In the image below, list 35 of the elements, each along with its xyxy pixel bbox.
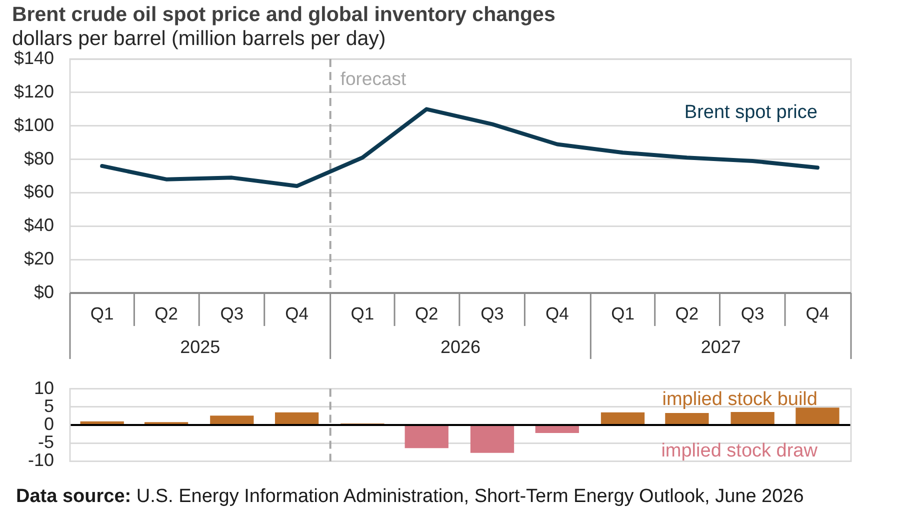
x-tick-label: Q4 bbox=[545, 303, 570, 324]
y-tick-label: $20 bbox=[24, 248, 54, 269]
x-tick-label: Q3 bbox=[740, 303, 764, 324]
x-tick-label: Q4 bbox=[806, 303, 830, 324]
x-tick-label: Q2 bbox=[675, 303, 699, 324]
y-tick-label: -5 bbox=[38, 432, 54, 452]
y-tick-label: $40 bbox=[24, 215, 54, 236]
y-tick-label: 10 bbox=[34, 378, 54, 398]
text: 2025 bbox=[180, 336, 220, 357]
chart-subtitle: dollars per barrel (million barrels per day) bbox=[12, 27, 386, 50]
y-tick-label: $120 bbox=[14, 81, 54, 102]
y-tick-label: $100 bbox=[14, 114, 54, 135]
x-tick-label: Q2 bbox=[414, 303, 438, 324]
x-tick-label: Q4 bbox=[285, 303, 309, 324]
x-tick-label: Q1 bbox=[90, 303, 114, 324]
y-tick-label: $140 bbox=[14, 48, 54, 68]
y-tick-label: $0 bbox=[34, 282, 54, 302]
text: 2026 bbox=[440, 336, 481, 357]
series-label: implied stock build bbox=[662, 389, 818, 410]
text: 2027 bbox=[700, 336, 741, 357]
x-tick-label: Q1 bbox=[350, 303, 374, 324]
y-tick-label: 0 bbox=[44, 414, 54, 434]
source-note: Data source: U.S. Energy Information Administration, Short-Term Energy Outlook, June 2026 bbox=[16, 486, 804, 507]
ref-line-label: forecast bbox=[340, 68, 406, 90]
chart-title: Brent crude oil spot price and global inventory changes bbox=[12, 3, 556, 27]
y-tick-label: -10 bbox=[28, 450, 54, 470]
text: implied stock draw bbox=[661, 440, 818, 462]
x-tick-label: Q2 bbox=[154, 303, 178, 324]
x-tick-label: Q3 bbox=[220, 303, 244, 324]
y-tick-label: 5 bbox=[44, 396, 54, 416]
y-tick-label: $60 bbox=[24, 182, 54, 202]
x-tick-label: Q1 bbox=[611, 303, 634, 324]
series-label: Brent spot price bbox=[684, 102, 818, 123]
y-tick-label: $80 bbox=[24, 148, 54, 168]
x-tick-label: Q3 bbox=[480, 303, 504, 324]
